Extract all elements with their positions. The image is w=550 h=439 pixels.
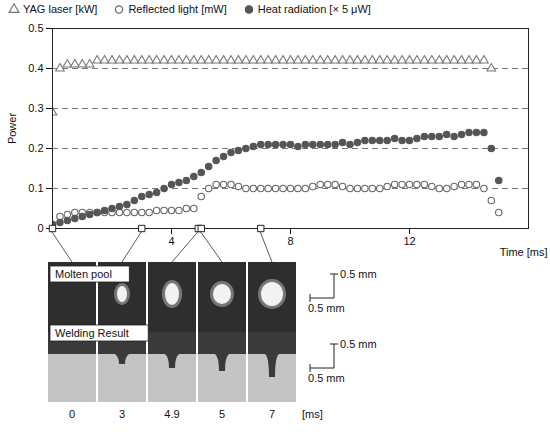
svg-text:3: 3 <box>119 408 125 420</box>
svg-text:5: 5 <box>219 408 225 420</box>
svg-text:0: 0 <box>69 408 75 420</box>
svg-text:7: 7 <box>269 408 275 420</box>
svg-text:0.2: 0.2 <box>28 142 43 154</box>
svg-text:4.9: 4.9 <box>164 408 179 420</box>
svg-text:[ms]: [ms] <box>302 408 323 420</box>
svg-text:0.5: 0.5 <box>28 22 43 34</box>
svg-text:0.5 mm: 0.5 mm <box>308 302 345 314</box>
svg-text:12: 12 <box>403 235 415 247</box>
svg-text:Molten pool: Molten pool <box>55 268 112 280</box>
html-text:YAG laser [kW]: YAG laser [kW] <box>23 3 98 15</box>
html-text:Heat radiation [× 5 μW]: Heat radiation [× 5 μW] <box>257 3 371 15</box>
svg-text:Welding Result: Welding Result <box>55 327 129 339</box>
svg-text:0.5 mm: 0.5 mm <box>340 338 377 350</box>
svg-text:Time [ms]: Time [ms] <box>500 246 548 258</box>
svg-text:0.3: 0.3 <box>28 102 43 114</box>
svg-text:8: 8 <box>287 235 293 247</box>
svg-text:0.4: 0.4 <box>28 62 43 74</box>
svg-text:4: 4 <box>168 235 174 247</box>
svg-text:0: 0 <box>37 222 43 234</box>
svg-text:Power: Power <box>6 113 18 145</box>
html-text:Reflected light [mW]: Reflected light [mW] <box>128 3 227 15</box>
svg-text:0.5 mm: 0.5 mm <box>340 268 377 280</box>
svg-text:0.1: 0.1 <box>28 182 43 194</box>
svg-text:0.5 mm: 0.5 mm <box>308 372 345 384</box>
